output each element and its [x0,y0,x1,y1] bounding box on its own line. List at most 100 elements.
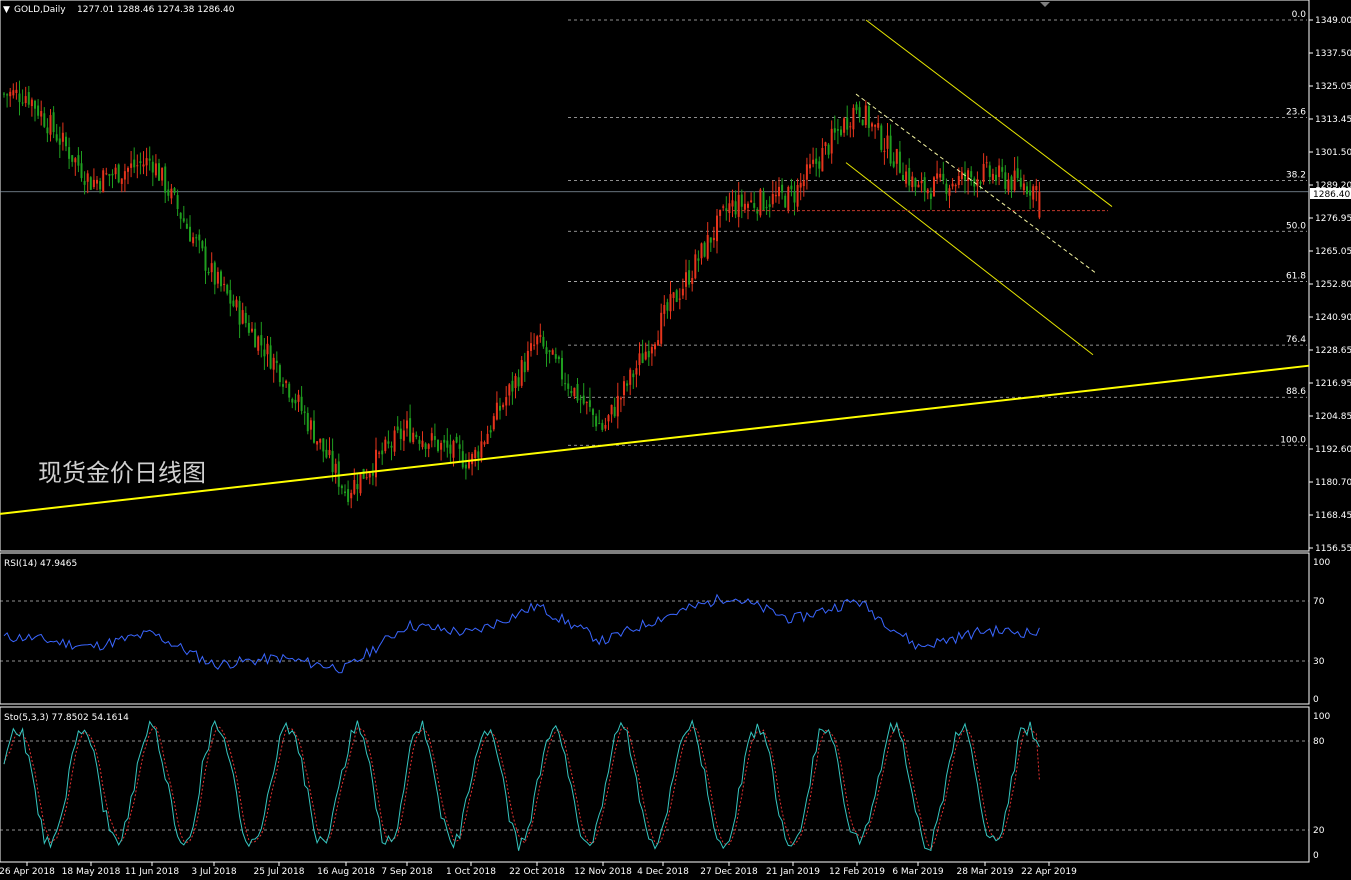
candle-body [216,271,219,284]
candle-body [68,147,71,159]
price-axis-label: 1192.60 [1315,445,1351,455]
candle-body [189,226,191,242]
fib-level-label: 100.0 [1280,435,1306,445]
candle-body [1007,179,1010,191]
candle-body [471,453,474,465]
scroll-marker-icon[interactable] [1040,2,1050,7]
candle-body [316,441,319,445]
candle-body [161,167,164,181]
candle-body [396,426,399,431]
rsi-panel-frame [0,552,1310,705]
fib-level-label: 38.2 [1286,170,1306,180]
candle-body [852,107,855,130]
candle-body [933,177,935,197]
candle-body [942,173,945,181]
candle-body [40,111,43,117]
candle-body [672,292,675,298]
candle-body [979,181,982,184]
candle-body [356,484,359,490]
candle-body [99,181,102,190]
candle-body [9,91,12,97]
candle-body [619,397,622,400]
candle-body [313,420,315,443]
sto-axis-label: 20 [1313,826,1325,836]
candle-body [514,375,517,389]
candle-body [406,420,408,429]
fib-level-label: 23.6 [1286,108,1306,118]
candle-body [204,246,207,271]
price-axis-label: 1168.45 [1315,511,1351,521]
candle-body [759,189,762,216]
candle-body [740,194,743,207]
candle-body [474,449,477,459]
candle-body [55,134,58,141]
candle-body [743,203,746,210]
candle-body [223,283,226,285]
candle-body [164,166,167,193]
candle-body [142,164,145,167]
candle-body [573,387,576,397]
candle-body [700,243,703,259]
price-axis-label: 1301.50 [1315,148,1351,158]
sto-main-line [3,719,1040,852]
candle-body [195,237,198,239]
candle-body [80,163,83,179]
price-axis-label: 1289.20 [1315,181,1351,191]
candle-body [762,192,765,211]
candle-body [889,135,892,164]
candle-body [805,164,808,180]
candle-body [610,404,613,415]
candle-body [902,175,904,181]
candle-body [424,443,427,449]
rsi-line [3,593,1040,674]
date-label: 27 Dec 2018 [700,867,758,877]
candle-body [167,189,170,196]
candle-body [536,336,539,345]
candle-body [957,176,960,185]
candle-body [241,310,244,324]
ohlc-readout: 1277.01 1288.46 1274.38 1286.40 [77,5,235,15]
candle-body [790,185,793,190]
candle-body [768,204,771,207]
candle-body [489,430,492,433]
date-label: 25 Jul 2018 [254,867,305,877]
candle-body [278,365,281,383]
candle-body [297,394,300,402]
candle-body [737,194,740,217]
candle-body [220,271,222,287]
dropdown-arrow-icon[interactable]: ▼ [3,5,10,15]
candle-body [945,183,948,194]
candle-body [585,402,588,404]
support-trendline [0,364,1310,515]
candle-body [269,345,272,369]
candle-body [598,423,601,425]
candle-body [303,411,306,413]
candle-body [226,284,229,294]
date-label: 11 Jun 2018 [125,867,179,877]
candle-body [914,178,917,187]
price-axis: 1349.00 1337.50 1325.05 1313.45 1301.50 1289.… [1309,16,1351,861]
price-axis-label: 1252.80 [1315,280,1351,290]
candle-body [505,397,508,406]
candle-body [52,112,55,133]
date-label: 12 Nov 2018 [574,867,632,877]
candle-body [929,193,932,199]
candle-body [998,165,1001,178]
candle-body [344,491,346,494]
candle-body [908,167,911,186]
channel-lower-line [845,162,1094,356]
candle-body [517,377,520,387]
candle-body [61,132,64,142]
candle-body [613,406,616,417]
candle-body [734,201,737,215]
candle-body [288,383,291,398]
candle-body [641,353,644,363]
candle-body [861,119,864,126]
candle-body [18,93,21,103]
candle-body [871,123,873,127]
date-label: 12 Feb 2019 [829,867,885,877]
date-label: 7 Sep 2018 [381,867,433,877]
candle-body [793,191,796,203]
candle-body [415,434,418,438]
candle-body [1035,186,1038,191]
